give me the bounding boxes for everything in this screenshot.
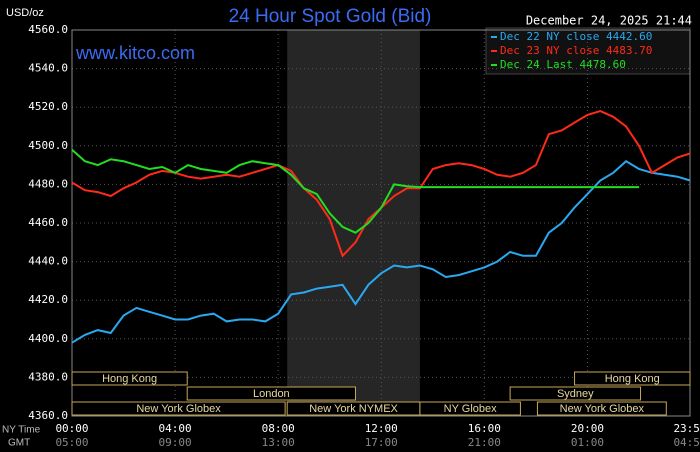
x-tick-label: 16:00	[468, 422, 501, 435]
y-tick-label: 4440.0	[28, 255, 68, 268]
x-row-label: GMT	[8, 438, 30, 449]
x-tick-label: 08:00	[262, 422, 295, 435]
session-bar	[509, 386, 642, 401]
session-bar	[71, 401, 286, 416]
session-label: New York Globex	[560, 403, 645, 415]
x-tick-label: 04:00	[159, 422, 192, 435]
y-tick-label: 4520.0	[28, 100, 68, 113]
x-tick-label-gmt: 04:59	[673, 436, 700, 449]
y-unit: USD/oz	[6, 7, 44, 19]
x-tick-label-gmt: 01:00	[571, 436, 604, 449]
legend-entry: Dec 22 NY close 4442.60	[500, 30, 652, 43]
legend-entry: Dec 23 NY close 4483.70	[500, 44, 652, 57]
x-tick-label: 20:00	[571, 422, 604, 435]
x-tick-label: 12:00	[365, 422, 398, 435]
session-label: Hong Kong	[102, 373, 157, 385]
session-label: New York Globex	[136, 403, 221, 415]
x-tick-label-gmt: 17:00	[365, 436, 398, 449]
x-tick-label-gmt: 09:00	[159, 436, 192, 449]
session-label: London	[253, 388, 290, 400]
chart-title: 24 Hour Spot Gold (Bid)	[229, 6, 432, 27]
y-tick-label: 4480.0	[28, 177, 68, 190]
y-tick-label: 4540.0	[28, 62, 68, 75]
session-bar	[536, 401, 667, 416]
session-label: Sydney	[557, 388, 594, 400]
timestamp: December 24, 2025 21:44	[526, 14, 692, 28]
plot-frame	[71, 29, 691, 417]
y-tick-label: 4380.0	[28, 370, 68, 383]
y-tick-label: 4460.0	[28, 216, 68, 229]
y-tick-label: 4560.0	[28, 23, 68, 36]
session-label: Hong Kong	[605, 373, 660, 385]
session-bar	[186, 386, 356, 401]
legend-entry: Dec 24 Last 4478.60	[500, 58, 626, 71]
y-tick-label: 4400.0	[28, 332, 68, 345]
y-tick-label: 4420.0	[28, 293, 68, 306]
x-tick-label-gmt: 13:00	[262, 436, 295, 449]
session-bar	[419, 401, 521, 416]
series-line	[71, 148, 639, 234]
x-row-label: NY Time	[2, 425, 41, 436]
session-label: NY Globex	[444, 403, 497, 415]
y-tick-label: 4500.0	[28, 139, 68, 152]
watermark: www.kitco.com	[75, 43, 195, 63]
session-label: New York NYMEX	[309, 403, 398, 415]
x-tick-label: 23:59	[673, 422, 700, 435]
x-tick-label: 00:00	[55, 422, 88, 435]
x-tick-label-gmt: 05:00	[55, 436, 88, 449]
session-bar	[574, 371, 691, 386]
session-bar	[71, 371, 188, 386]
session-shade	[287, 30, 420, 416]
legend-box	[485, 27, 691, 75]
x-tick-label-gmt: 21:00	[468, 436, 501, 449]
y-tick-label: 4360.0	[28, 409, 68, 422]
series-line	[71, 159, 691, 344]
